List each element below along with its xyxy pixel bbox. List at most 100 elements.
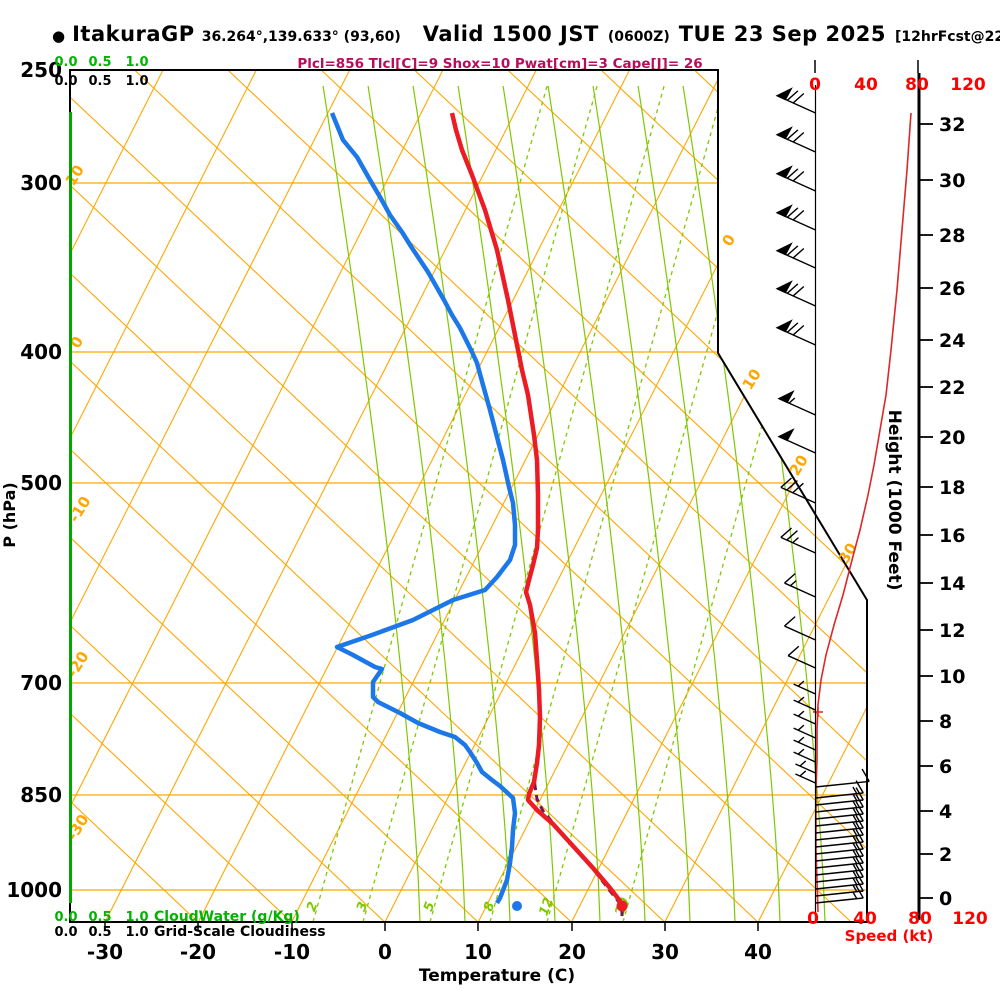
moist-adiabat-line: [727, 85, 826, 922]
wind-barb-half-feather: [852, 856, 858, 865]
moist-adiabat-line: [457, 85, 556, 922]
wind-barb-staff: [815, 883, 864, 890]
wind-barb-half-feather: [852, 863, 858, 872]
wind-barb: [815, 768, 870, 788]
pressure-tick-label: 850: [20, 783, 62, 807]
wind-barb-feather: [792, 285, 805, 297]
wind-barb-pennant: [775, 87, 793, 101]
wind-barb-feather: [786, 322, 799, 333]
temperature-tick-label: 10: [464, 940, 492, 964]
wind-barb-half-feather: [792, 537, 799, 544]
isotherm-value-label: -30: [63, 811, 93, 844]
isotherm-value-label: 0: [718, 231, 739, 249]
wind-barb: [815, 850, 864, 869]
wind-barb-feather: [792, 324, 805, 336]
forecast-tag: [12hrFcst@2228z]: [894, 29, 1000, 45]
wind-barb: [815, 787, 864, 806]
moist-adiabat-line: [502, 85, 601, 922]
wind-barb-feather: [780, 477, 792, 488]
wind-barb-feather: [792, 92, 805, 104]
wind-barb: [815, 780, 864, 799]
cloudiness-scale-top-label: 0.5: [88, 74, 111, 89]
wind-barb-staff: [784, 582, 816, 598]
height-tick-label: 32: [939, 114, 965, 136]
dry-adiabat-line: [507, 70, 867, 922]
wind-barb: [815, 808, 864, 827]
wind-barb: [775, 280, 816, 307]
speed-axis-title: Speed (kt): [845, 927, 934, 945]
surface-temperature-dot: [616, 900, 628, 912]
wind-barb-feather: [855, 829, 864, 843]
wind-barb-half-feather: [852, 849, 858, 858]
wind-barb-pennant: [777, 428, 795, 442]
wind-barb-pennant: [777, 390, 795, 404]
dry-adiabat-line: [70, 70, 759, 922]
wind-barb-half-feather: [788, 397, 796, 404]
wind-barb-feather: [855, 850, 864, 864]
wind-barb-staff: [815, 897, 864, 904]
dry-adiabat-line: [70, 70, 292, 922]
isotherm-value-label: 10: [739, 366, 765, 393]
wind-barb: [775, 242, 816, 269]
wind-barb: [775, 204, 816, 231]
dry-adiabat-line: [70, 70, 385, 922]
moist-adiabat-line: [367, 85, 466, 922]
wind-barb-staff: [784, 625, 816, 641]
wind-barb-feather: [855, 815, 864, 829]
height-tick-label: 0: [939, 888, 952, 910]
temperature-axis-title: Temperature (C): [419, 966, 575, 986]
dry-adiabat-line: [70, 70, 572, 922]
wind-barb-feather: [855, 808, 864, 822]
wind-barb: [787, 645, 816, 669]
wind-barb-half-feather: [797, 696, 805, 703]
wind-barb-feather: [855, 885, 864, 899]
wind-barb: [815, 815, 864, 834]
wind-barb-feather: [792, 247, 805, 259]
wind-barb: [777, 390, 816, 416]
isotherm-line: [197, 70, 631, 922]
wind-barb-half-feather: [852, 884, 858, 893]
wind-barb-staff: [793, 713, 816, 725]
valid-time-utc: (0600Z): [607, 29, 670, 45]
cloudwater-scale-bottom-label: 1.0: [125, 910, 148, 925]
wind-barb-feather: [792, 131, 805, 143]
chart-title: ● ItakuraGP 36.264°,139.633° (93,60) Val…: [52, 22, 1000, 46]
wind-barb-pennant: [775, 165, 793, 179]
wind-barb-pennant: [775, 280, 793, 294]
wind-barb-staff: [787, 655, 816, 669]
wind-barb: [775, 126, 816, 153]
wind-barb-feather: [792, 170, 805, 182]
wind-barb: [795, 760, 816, 774]
isotherm-line: [477, 70, 867, 922]
isotherm-line: [104, 70, 537, 922]
wind-barb-half-feather: [852, 891, 858, 900]
wind-barb: [784, 573, 816, 598]
wind-barb: [815, 871, 864, 890]
pressure-tick-label: 250: [20, 58, 62, 82]
wind-barb-pennant: [775, 242, 793, 256]
wind-barb-half-feather: [797, 748, 805, 755]
speed-scale-bottom-label: 0: [807, 909, 819, 929]
height-tick-label: 10: [939, 666, 965, 688]
height-tick-label: 14: [939, 573, 965, 595]
cloudwater-scale-bottom-label: 0.5: [88, 910, 111, 925]
wind-barb: [815, 843, 864, 862]
wind-barb: [815, 836, 864, 855]
surface-dewpoint-dot: [512, 901, 522, 911]
cloudiness-scale-bottom-label: 0.5: [88, 925, 111, 940]
isotherm-line: [571, 70, 867, 922]
pressure-tick-label: 500: [20, 471, 62, 495]
pressure-tick-label: 1000: [6, 878, 62, 902]
wind-barb: [793, 736, 816, 751]
isotherm-line: [291, 70, 724, 922]
wind-barb-staff: [815, 848, 864, 855]
cloudiness-scale-top-label: 1.0: [125, 74, 148, 89]
cloudwater-scale-bottom-label: 0.0: [54, 910, 77, 925]
wind-barb-staff: [815, 862, 864, 869]
height-tick-label: 18: [939, 477, 965, 499]
wind-barb-feather: [855, 857, 864, 871]
wind-barb-staff: [795, 763, 816, 774]
wind-barb: [815, 878, 864, 897]
wind-barb-pennant: [775, 319, 793, 333]
